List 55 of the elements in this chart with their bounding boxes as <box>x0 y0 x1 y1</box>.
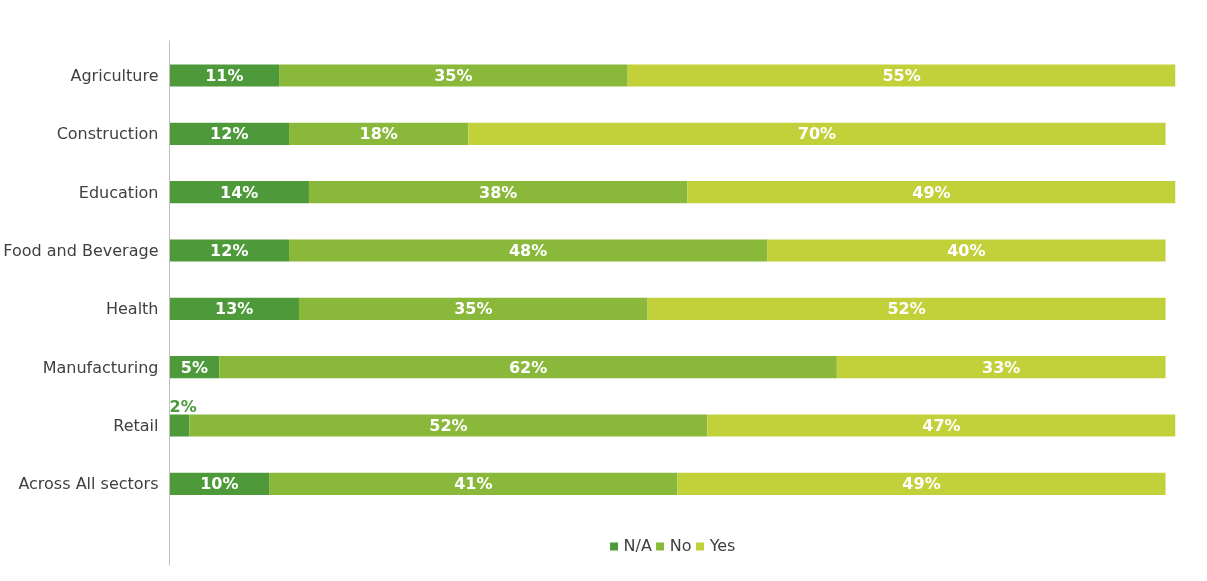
y-tick-label: Construction <box>56 124 159 144</box>
data-label: 2% <box>169 396 197 416</box>
data-label: 18% <box>359 124 398 144</box>
bar <box>219 356 837 379</box>
data-label: 47% <box>922 416 961 435</box>
data-label: 49% <box>902 474 941 494</box>
bar <box>289 239 768 262</box>
y-tick-label: Across All sectors <box>18 474 159 494</box>
bar <box>269 472 678 495</box>
bar <box>707 414 1176 437</box>
legend-label: Yes <box>709 536 736 555</box>
bar <box>169 181 309 204</box>
data-label: 48% <box>508 241 548 260</box>
legend-label: No <box>669 536 692 555</box>
bar <box>767 239 1166 262</box>
y-tick-label: Retail <box>113 416 159 435</box>
data-label: 10% <box>200 474 239 494</box>
data-label: 5% <box>180 357 208 377</box>
bar <box>279 64 628 87</box>
y-tick-label: Education <box>78 182 159 202</box>
bar <box>169 239 290 262</box>
bar <box>836 356 1166 379</box>
data-label: 70% <box>797 124 837 144</box>
data-label: 55% <box>882 66 921 85</box>
data-label: 14% <box>220 182 259 202</box>
data-label: 11% <box>205 66 244 85</box>
bar <box>169 414 190 437</box>
bar <box>468 122 1166 145</box>
bar <box>647 297 1166 320</box>
bar <box>189 414 708 437</box>
bar <box>677 472 1166 495</box>
bar <box>308 181 688 204</box>
data-label: 52% <box>429 416 468 435</box>
bar <box>298 297 648 320</box>
data-label: 33% <box>982 357 1021 377</box>
bar <box>169 64 280 87</box>
data-label: 38% <box>479 182 518 202</box>
y-tick-label: Agriculture <box>70 66 159 85</box>
data-label: 35% <box>434 66 473 85</box>
data-label: 40% <box>947 241 986 260</box>
y-tick-label: Food and Beverage <box>3 241 159 260</box>
bar <box>687 181 1176 204</box>
legend-label: N/A <box>623 536 652 555</box>
data-label: 12% <box>210 241 249 260</box>
data-label: 12% <box>210 124 249 144</box>
bar <box>289 122 469 145</box>
data-label: 13% <box>215 299 254 319</box>
y-tick-label: Manufacturing <box>42 357 159 377</box>
data-label: 49% <box>912 182 951 202</box>
bar <box>627 64 1176 87</box>
data-label: 52% <box>887 299 926 319</box>
data-label: 41% <box>454 474 493 494</box>
data-label: 62% <box>508 357 548 377</box>
data-label: 35% <box>454 299 493 319</box>
y-tick-label: Health <box>105 299 159 319</box>
